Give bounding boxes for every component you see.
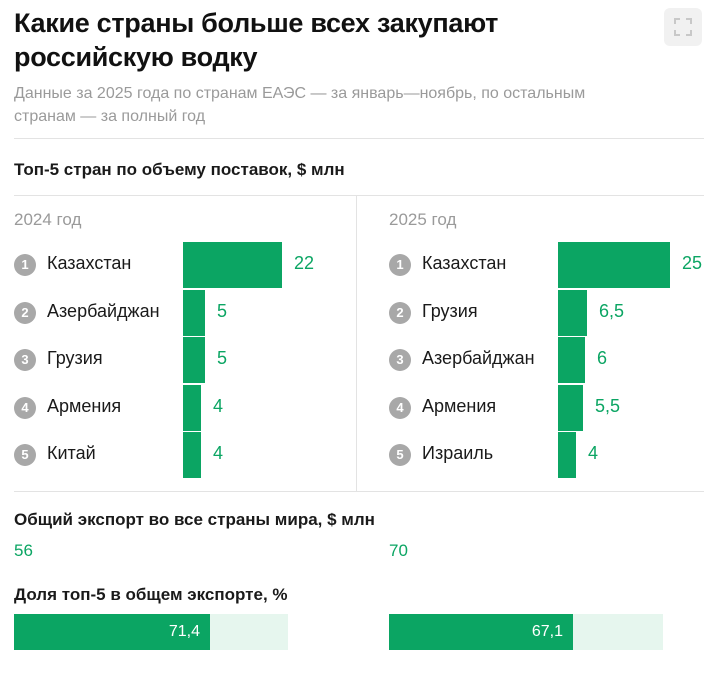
panel-2025: 2025 год 1 Казахстан 25 2 Грузия 6,5 3 Азербайд… bbox=[389, 200, 710, 490]
value-bar bbox=[558, 242, 670, 288]
divider bbox=[14, 138, 704, 139]
divider bbox=[14, 491, 704, 492]
country-label: Грузия bbox=[422, 300, 478, 321]
share-bar-2025 bbox=[389, 614, 573, 650]
top5-section-title: Топ-5 стран по объему поставок, $ млн bbox=[14, 160, 345, 179]
value-bar bbox=[183, 289, 205, 336]
rank-badge: 1 bbox=[389, 254, 411, 276]
country-row: 2 Азербайджан 5 bbox=[14, 289, 354, 336]
value-label: 5,5 bbox=[595, 395, 621, 416]
country-label: Грузия bbox=[47, 348, 103, 368]
value-label: 4 bbox=[213, 443, 224, 463]
year-label: 2024 год bbox=[14, 210, 82, 229]
country-row: 5 Китай 4 bbox=[14, 432, 354, 478]
rank-badge: 5 bbox=[14, 444, 36, 466]
country-label: Азербайджан bbox=[422, 348, 535, 368]
chart-subtitle: Данные за 2025 года по странам ЕАЭС — за… bbox=[14, 85, 586, 125]
value-label: 5 bbox=[217, 300, 228, 321]
divider bbox=[14, 195, 704, 196]
country-row: 2 Грузия 6,5 bbox=[389, 289, 710, 336]
value-bar bbox=[183, 432, 201, 478]
value-bar bbox=[183, 337, 205, 383]
country-row: 1 Казахстан 25 bbox=[389, 242, 710, 288]
value-label: 4 bbox=[213, 395, 224, 416]
total-export-2024: 56 bbox=[14, 541, 33, 560]
country-row: 3 Азербайджан 6 bbox=[389, 337, 710, 383]
rank-badge: 2 bbox=[389, 301, 411, 324]
rank-badge: 4 bbox=[14, 396, 36, 419]
value-bar bbox=[558, 432, 576, 478]
country-label: Армения bbox=[47, 395, 122, 416]
total-export-title: Общий экспорт во все страны мира, $ млн bbox=[14, 510, 375, 529]
expand-button[interactable] bbox=[664, 8, 702, 46]
country-row: 1 Казахстан 22 bbox=[14, 242, 354, 288]
value-label: 25 bbox=[682, 253, 703, 273]
chart-title: Какие страны больше всех закупают россий… bbox=[14, 8, 499, 72]
country-row: 4 Армения 5,5 bbox=[389, 384, 710, 431]
share-value-2025: 67,1 bbox=[531, 623, 563, 640]
country-row: 5 Израиль 4 bbox=[389, 432, 710, 478]
share-track-2025: 67,1 bbox=[389, 614, 663, 650]
value-bar bbox=[183, 384, 201, 431]
country-label: Казахстан bbox=[47, 253, 132, 273]
value-label: 6 bbox=[597, 348, 608, 368]
share-track-2024: 71,4 bbox=[14, 614, 288, 650]
country-label: Израиль bbox=[422, 443, 494, 463]
share-title: Доля топ-5 в общем экспорте, % bbox=[14, 585, 288, 604]
country-label: Азербайджан bbox=[47, 300, 160, 321]
value-label: 4 bbox=[588, 443, 599, 463]
value-bar bbox=[183, 242, 282, 288]
value-bar bbox=[558, 289, 587, 336]
share-bar-2024 bbox=[14, 614, 210, 650]
country-label: Казахстан bbox=[422, 253, 507, 273]
country-row: 3 Грузия 5 bbox=[14, 337, 354, 383]
share-value-2024: 71,4 bbox=[168, 623, 200, 640]
value-label: 5 bbox=[217, 348, 228, 368]
value-bar bbox=[558, 337, 585, 383]
rank-badge: 4 bbox=[389, 396, 411, 419]
rank-badge: 3 bbox=[14, 349, 36, 371]
total-export-2025: 70 bbox=[389, 541, 408, 560]
rank-badge: 2 bbox=[14, 301, 36, 324]
value-label: 6,5 bbox=[599, 300, 625, 321]
rank-badge: 1 bbox=[14, 254, 36, 276]
country-label: Китай bbox=[47, 443, 96, 463]
rank-badge: 3 bbox=[389, 349, 411, 371]
panel-divider bbox=[356, 195, 357, 491]
panel-2024: 2024 год 1 Казахстан 22 2 Азербайджан 5 3 Грузи… bbox=[14, 200, 354, 490]
country-label: Армения bbox=[422, 395, 497, 416]
value-bar bbox=[558, 384, 583, 431]
year-label: 2025 год bbox=[389, 210, 457, 229]
rank-badge: 5 bbox=[389, 444, 411, 466]
value-label: 22 bbox=[294, 253, 315, 273]
country-row: 4 Армения 4 bbox=[14, 384, 354, 431]
fullscreen-icon bbox=[674, 18, 692, 36]
